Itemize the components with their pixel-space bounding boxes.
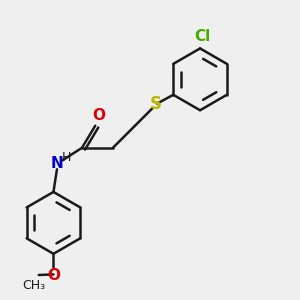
Text: O: O — [92, 108, 105, 123]
Text: Cl: Cl — [194, 29, 211, 44]
Text: H: H — [62, 151, 71, 164]
Text: N: N — [51, 157, 63, 172]
Text: S: S — [150, 94, 162, 112]
Text: CH₃: CH₃ — [23, 279, 46, 292]
Text: O: O — [47, 268, 60, 283]
